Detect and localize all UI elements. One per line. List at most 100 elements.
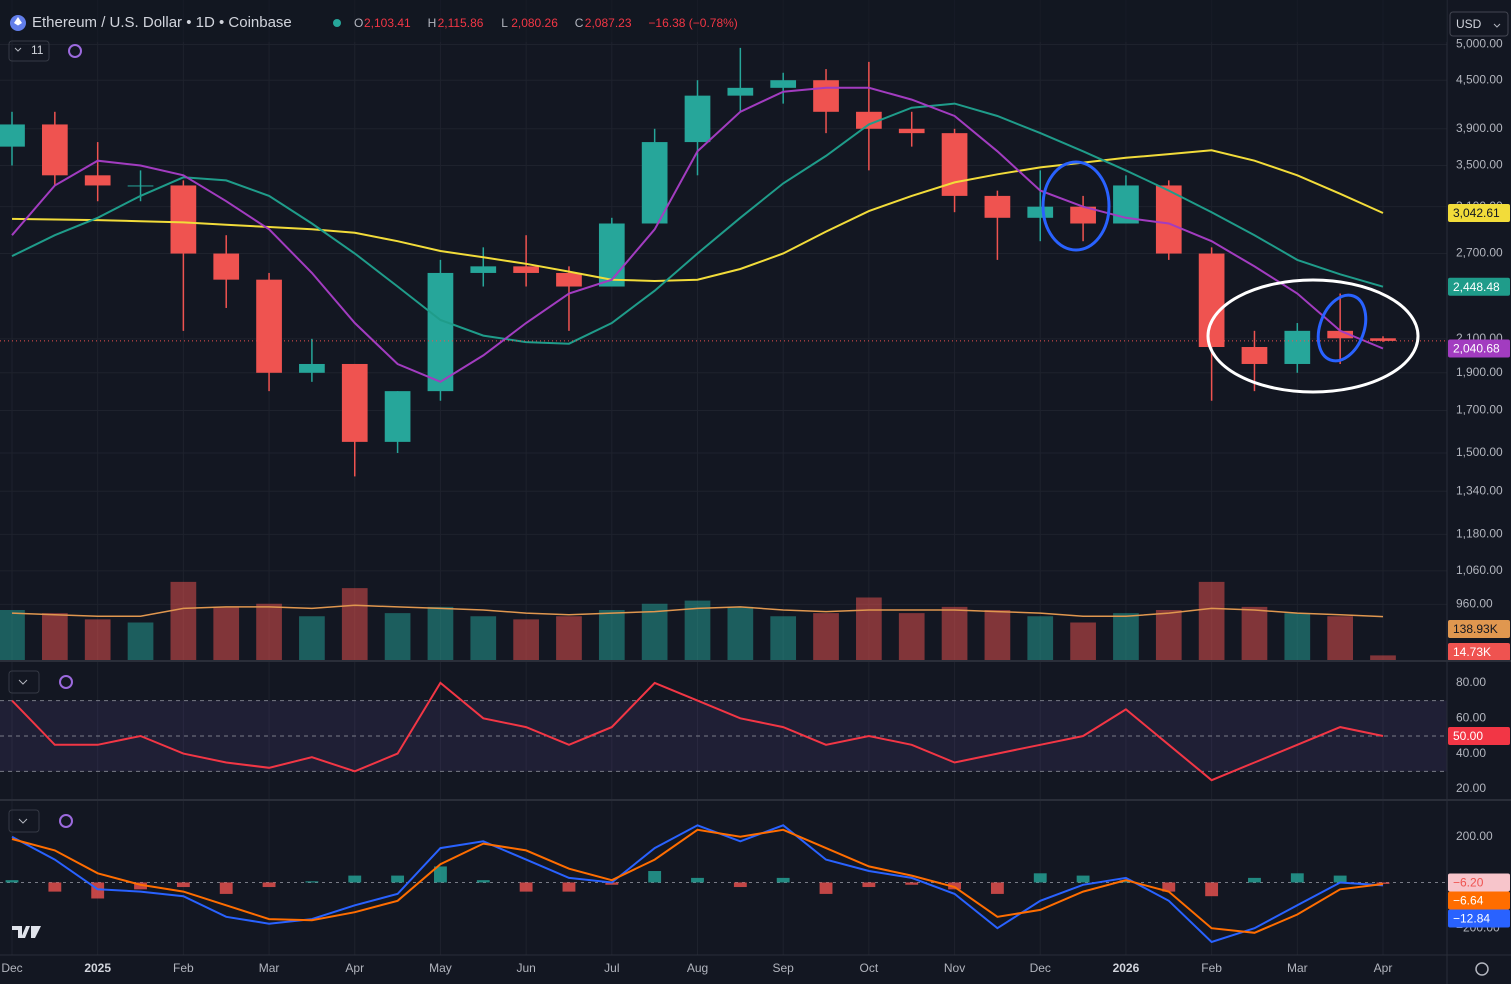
candle-body — [170, 185, 197, 254]
candle-body — [256, 279, 282, 373]
y-tick-label: 960.00 — [1456, 597, 1493, 611]
y-tick-label: 1,060.00 — [1456, 563, 1503, 577]
histogram-bar — [733, 882, 747, 888]
ohlc-key: C — [575, 16, 584, 30]
volume-bar — [1113, 613, 1139, 660]
histogram-bar — [1033, 873, 1047, 883]
x-tick-label: 2026 — [1113, 961, 1140, 975]
histogram-bar — [1376, 882, 1390, 884]
volume-bar — [1070, 622, 1096, 660]
ohlc-value: 2,115.86 — [438, 16, 484, 30]
price-badge-label: 50.00 — [1453, 729, 1483, 743]
price-badge-label: −6.20 — [1453, 876, 1484, 890]
volume-bar — [984, 610, 1011, 660]
price-badge — [1448, 339, 1510, 358]
y-tick-label: 1,180.00 — [1456, 527, 1503, 541]
candle-body — [1370, 338, 1396, 341]
price-badge — [1448, 204, 1510, 223]
price-badge-label: −6.64 — [1453, 894, 1484, 908]
x-tick-label: Oct — [860, 961, 879, 975]
price-badge — [1448, 873, 1510, 892]
y-tick-label: 20.00 — [1456, 781, 1486, 795]
x-tick-label: Feb — [1201, 961, 1222, 975]
volume-bar — [770, 616, 797, 660]
refresh-icon[interactable] — [68, 44, 82, 58]
volume-bar — [856, 597, 882, 660]
moving-average-line — [11, 86, 1384, 383]
header-bg — [0, 0, 1447, 42]
y-tick-label: 1,340.00 — [1456, 483, 1503, 497]
histogram-bar — [1076, 875, 1090, 883]
volume-bar — [1241, 606, 1268, 660]
pane-toggle[interactable] — [8, 670, 40, 694]
volume-bar — [0, 610, 25, 660]
volume-bar — [941, 606, 968, 660]
y-tick-label: 3,900.00 — [1456, 121, 1503, 135]
x-tick-label: Sep — [773, 961, 795, 975]
y-tick-label: 40.00 — [1456, 746, 1486, 760]
candle-body — [513, 266, 539, 273]
candle-body — [856, 111, 882, 129]
y-tick-label: 5,000.00 — [1456, 37, 1503, 51]
histogram-bar — [648, 871, 662, 883]
volume-bar — [213, 606, 240, 660]
ohlc-value: 2,080.26 — [511, 16, 558, 30]
x-tick-label: Jun — [516, 961, 535, 975]
histogram-bar — [176, 882, 190, 888]
refresh-icon[interactable] — [59, 814, 73, 828]
ohlc-key: L — [501, 16, 508, 30]
volume-bar — [1027, 616, 1054, 660]
y-tick-label: 1,700.00 — [1456, 403, 1503, 417]
histogram-bar — [348, 875, 362, 883]
histogram-bar — [391, 875, 405, 883]
chevron — [14, 47, 22, 52]
x-tick-label: Dec — [1, 961, 22, 975]
histogram-bar — [134, 882, 147, 890]
y-tick-label: 3,500.00 — [1456, 158, 1503, 172]
candle-body — [1198, 253, 1225, 348]
volume-bar — [470, 616, 497, 660]
currency-button[interactable] — [1449, 11, 1509, 37]
candle-body — [0, 124, 25, 147]
candle-body — [1027, 206, 1054, 218]
volume-bar — [727, 606, 754, 660]
pane-toggle[interactable] — [8, 809, 40, 833]
candle-body — [84, 175, 111, 186]
histogram-bar — [776, 877, 790, 883]
chevron — [18, 679, 28, 685]
histogram-bar — [5, 880, 19, 883]
histogram-bar — [1162, 882, 1176, 892]
logo — [12, 926, 41, 938]
volume-bar — [684, 600, 711, 660]
y-tick-label: 80.00 — [1456, 675, 1486, 689]
histogram-bar — [691, 877, 704, 883]
histogram-bar — [434, 866, 447, 883]
price-badge — [1448, 909, 1510, 928]
histogram-bar — [219, 882, 233, 894]
volume-bar — [299, 616, 325, 660]
candle-body — [299, 363, 325, 373]
chevron — [18, 818, 28, 824]
histogram-bar — [1248, 877, 1261, 883]
volume-ma-line — [11, 604, 1384, 618]
histogram-bar — [1333, 875, 1347, 883]
candle-body — [1241, 347, 1268, 364]
price-badge-label: 2,040.68 — [1453, 342, 1500, 356]
refresh-icon[interactable] — [59, 675, 73, 689]
candle-body — [470, 266, 497, 273]
histogram-bar — [1119, 880, 1133, 883]
indicator-toggle[interactable] — [8, 40, 50, 62]
histogram-bar — [1205, 882, 1219, 897]
price-badge-label: −12.84 — [1453, 912, 1490, 926]
volume-bar — [1155, 610, 1182, 660]
chevron — [1493, 23, 1501, 28]
ohlc-value: 2,087.23 — [585, 16, 632, 30]
annotation-circle — [1316, 293, 1368, 363]
price-badge — [1448, 891, 1510, 910]
y-tick-label: 200.00 — [1456, 829, 1493, 843]
volume-bar — [1198, 581, 1225, 660]
rsi-line — [11, 681, 1384, 782]
settings-icon[interactable] — [1475, 962, 1489, 976]
